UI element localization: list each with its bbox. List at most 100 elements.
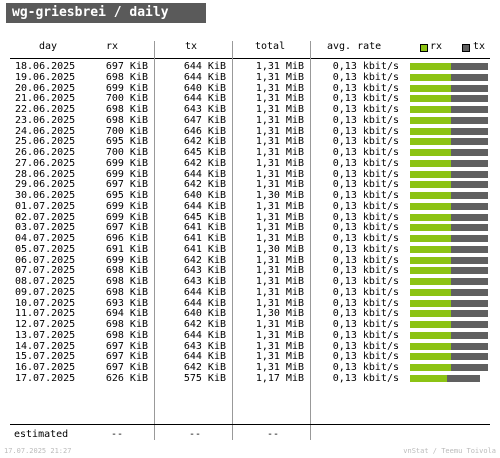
title-background (6, 3, 206, 23)
row-avg-rate: 0,13 kbit/s (332, 341, 399, 352)
row-total: 1,31 MiB (255, 233, 304, 244)
tx-bar (451, 257, 488, 264)
row-day: 23.06.2025 (15, 115, 76, 126)
rx-bar (410, 332, 451, 339)
row-tx: 642 KiB (183, 255, 226, 266)
estimated-tx: -- (189, 429, 202, 440)
row-total: 1,31 MiB (255, 104, 304, 115)
credit-text: vnStat / Teemu Toivola (403, 447, 496, 455)
row-avg-rate: 0,13 kbit/s (332, 362, 399, 373)
rx-bar (410, 267, 451, 274)
row-day: 16.07.2025 (15, 362, 76, 373)
row-day: 26.06.2025 (15, 147, 76, 158)
row-rx: 696 KiB (105, 233, 148, 244)
row-rx: 697 KiB (105, 61, 148, 72)
row-rx: 697 KiB (105, 341, 148, 352)
row-rx: 698 KiB (105, 104, 148, 115)
tx-bar (451, 203, 488, 210)
row-total: 1,31 MiB (255, 115, 304, 126)
row-rx: 697 KiB (105, 179, 148, 190)
row-day: 11.07.2025 (15, 308, 76, 319)
row-tx: 644 KiB (183, 298, 226, 309)
rx-bar (410, 63, 451, 70)
row-avg-rate: 0,13 kbit/s (332, 222, 399, 233)
tx-bar (451, 310, 488, 317)
row-day: 29.06.2025 (15, 179, 76, 190)
row-avg-rate: 0,13 kbit/s (332, 319, 399, 330)
tx-bar (451, 300, 488, 307)
row-avg-rate: 0,13 kbit/s (332, 190, 399, 201)
row-avg-rate: 0,13 kbit/s (332, 147, 399, 158)
row-tx: 642 KiB (183, 362, 226, 373)
row-day: 17.07.2025 (15, 373, 76, 384)
row-day: 13.07.2025 (15, 330, 76, 341)
row-day: 10.07.2025 (15, 298, 76, 309)
row-day: 03.07.2025 (15, 222, 76, 233)
row-day: 14.07.2025 (15, 341, 76, 352)
row-total: 1,31 MiB (255, 169, 304, 180)
row-day: 24.06.2025 (15, 126, 76, 137)
row-day: 22.06.2025 (15, 104, 76, 115)
row-day: 12.07.2025 (15, 319, 76, 330)
row-rx: 699 KiB (105, 158, 148, 169)
tx-bar (451, 128, 488, 135)
tx-bar (451, 246, 488, 253)
row-total: 1,31 MiB (255, 61, 304, 72)
footer-divider (10, 424, 490, 425)
row-avg-rate: 0,13 kbit/s (332, 72, 399, 83)
row-rx: 697 KiB (105, 222, 148, 233)
tx-bar (451, 278, 488, 285)
rx-bar (410, 74, 451, 81)
row-avg-rate: 0,13 kbit/s (332, 158, 399, 169)
tx-bar (451, 106, 488, 113)
row-avg-rate: 0,13 kbit/s (332, 330, 399, 341)
tx-bar (451, 117, 488, 124)
rx-bar (410, 214, 451, 221)
header-divider (10, 58, 490, 59)
row-total: 1,31 MiB (255, 276, 304, 287)
rx-bar (410, 117, 451, 124)
rx-bar (410, 128, 451, 135)
row-day: 04.07.2025 (15, 233, 76, 244)
row-tx: 644 KiB (183, 72, 226, 83)
estimated-rx: -- (111, 429, 124, 440)
row-total: 1,31 MiB (255, 362, 304, 373)
row-tx: 641 KiB (183, 233, 226, 244)
row-tx: 642 KiB (183, 319, 226, 330)
row-total: 1,30 MiB (255, 190, 304, 201)
row-avg-rate: 0,13 kbit/s (332, 212, 399, 223)
row-total: 1,30 MiB (255, 244, 304, 255)
row-day: 30.06.2025 (15, 190, 76, 201)
row-rx: 700 KiB (105, 93, 148, 104)
row-tx: 643 KiB (183, 276, 226, 287)
row-total: 1,31 MiB (255, 298, 304, 309)
row-rx: 700 KiB (105, 147, 148, 158)
col-day: day (39, 41, 58, 52)
rx-bar (410, 203, 451, 210)
row-total: 1,31 MiB (255, 83, 304, 94)
row-avg-rate: 0,13 kbit/s (332, 244, 399, 255)
row-day: 08.07.2025 (15, 276, 76, 287)
row-tx: 645 KiB (183, 212, 226, 223)
rx-bar (410, 278, 451, 285)
row-rx: 698 KiB (105, 265, 148, 276)
tx-bar (451, 149, 488, 156)
row-total: 1,31 MiB (255, 287, 304, 298)
tx-bar (451, 224, 488, 231)
tx-bar (451, 214, 488, 221)
row-total: 1,17 MiB (255, 373, 304, 384)
row-avg-rate: 0,13 kbit/s (332, 115, 399, 126)
row-total: 1,31 MiB (255, 330, 304, 341)
row-total: 1,30 MiB (255, 308, 304, 319)
row-day: 25.06.2025 (15, 136, 76, 147)
tx-bar (451, 85, 488, 92)
row-total: 1,31 MiB (255, 212, 304, 223)
row-avg-rate: 0,13 kbit/s (332, 169, 399, 180)
rx-bar (410, 300, 451, 307)
tx-bar (451, 235, 488, 242)
rx-bar (410, 106, 451, 113)
row-tx: 644 KiB (183, 351, 226, 362)
row-day: 19.06.2025 (15, 72, 76, 83)
col-tx: tx (185, 41, 198, 52)
rx-bar (410, 138, 451, 145)
